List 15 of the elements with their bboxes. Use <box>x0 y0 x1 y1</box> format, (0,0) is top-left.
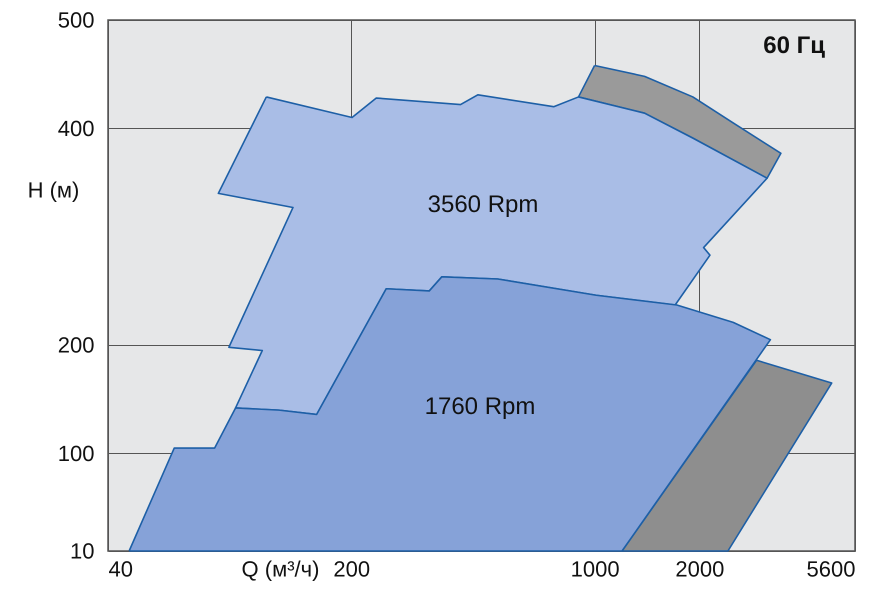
x-tick-label: 200 <box>333 556 370 582</box>
annotation: 1760 Rpm <box>424 393 536 420</box>
annotation: 3560 Rpm <box>428 191 538 218</box>
annotation: 60 Гц <box>763 32 826 59</box>
y-tick-label: 10 <box>70 538 94 564</box>
x-tick-label: 40 <box>108 556 133 582</box>
y-tick-label: 400 <box>58 116 94 141</box>
y-tick-label: 200 <box>58 332 94 358</box>
y-axis-title: H (м) <box>28 178 80 202</box>
x-axis-title: Q (м³/ч) <box>242 556 320 582</box>
x-tick-label: 2000 <box>675 556 724 582</box>
x-tick-label: 5600 <box>806 556 856 582</box>
y-tick-label: 500 <box>58 8 94 32</box>
y-tick-label: 100 <box>58 440 94 466</box>
x-tick-label: 1000 <box>570 556 620 582</box>
